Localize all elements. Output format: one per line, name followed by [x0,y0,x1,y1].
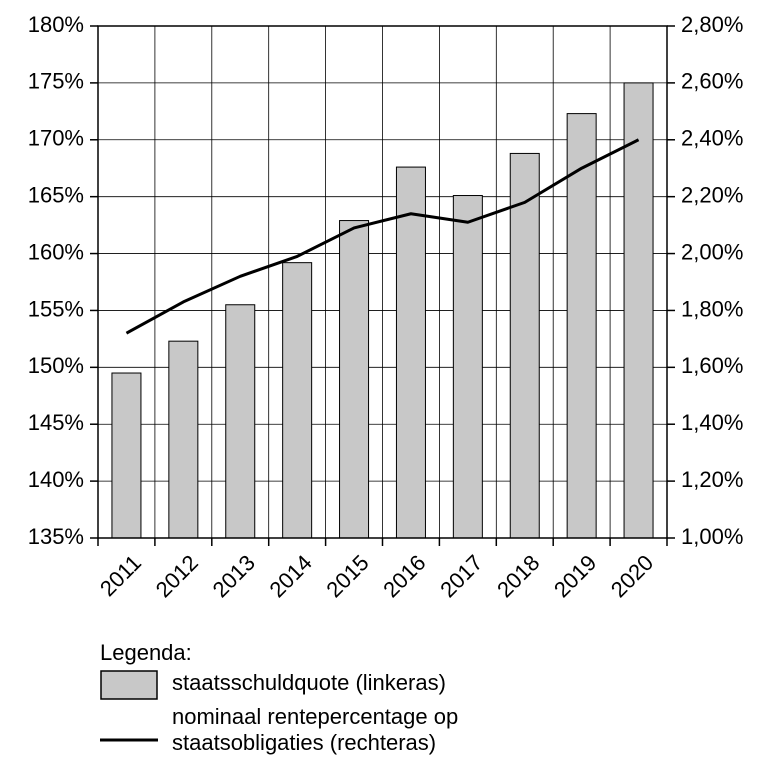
x-tick-label: 2019 [549,550,601,602]
y2-tick-label: 1,60% [681,353,743,378]
x-tick-label: 2014 [265,550,317,602]
plot-frame [97,25,668,539]
y2-tick-label: 2,20% [681,182,743,207]
y2-tick-label: 1,40% [681,410,743,435]
y-tick-label: 165% [28,182,84,207]
x-tick-label: 2011 [95,550,146,601]
legend: Legenda: staatsschuldquote (linkeras) no… [100,640,540,756]
legend-item: nominaal rentepercentage op staatsobliga… [100,704,540,756]
y-tick-label: 170% [28,126,84,151]
y-tick-label: 150% [28,353,84,378]
y-tick-label: 135% [28,524,84,549]
x-tick-label: 2015 [321,550,373,602]
legend-label: nominaal rentepercentage op staatsobliga… [172,704,459,755]
bar [452,195,483,539]
x-tick-label: 2020 [606,550,658,602]
y-tick-label: 180% [28,12,84,37]
x-tick-label: 2017 [435,550,487,602]
y-tick-label: 145% [28,410,84,435]
y-tick-label: 140% [28,467,84,492]
line [125,138,640,335]
x-tick-label: 2018 [492,550,544,602]
bar [339,220,370,539]
legend-swatch [100,738,158,742]
y2-tick-label: 2,60% [681,69,743,94]
y2-tick-label: 1,80% [681,296,743,321]
bar [168,340,199,539]
y2-tick-label: 2,00% [681,239,743,264]
x-tick-label: 2016 [378,550,430,602]
legend-item: staatsschuldquote (linkeras) [100,670,540,700]
y2-tick-label: 1,00% [681,524,743,549]
y2-tick-label: 2,80% [681,12,743,37]
bar [395,166,426,539]
y2-tick-label: 1,20% [681,467,743,492]
y-tick-label: 155% [28,296,84,321]
legend-swatch [100,670,158,700]
chart: 135% 140% 145% 150% 155% 160% 165% 170% 175% 180%… [28,12,744,602]
bar [225,304,256,539]
bar [566,113,597,539]
legend-label: staatsschuldquote (linkeras) [172,670,446,695]
bar [509,152,540,539]
swatch [100,670,158,700]
y-tick-label: 175% [28,69,84,94]
bar [623,82,654,539]
x-tick-label: 2013 [208,550,260,602]
y-tick-label: 160% [28,239,84,264]
legend-title: Legenda: [100,640,192,665]
y2-tick-label: 2,40% [681,126,743,151]
x-tick-label: 2012 [151,550,203,602]
bar [282,262,313,539]
bar [111,372,142,539]
